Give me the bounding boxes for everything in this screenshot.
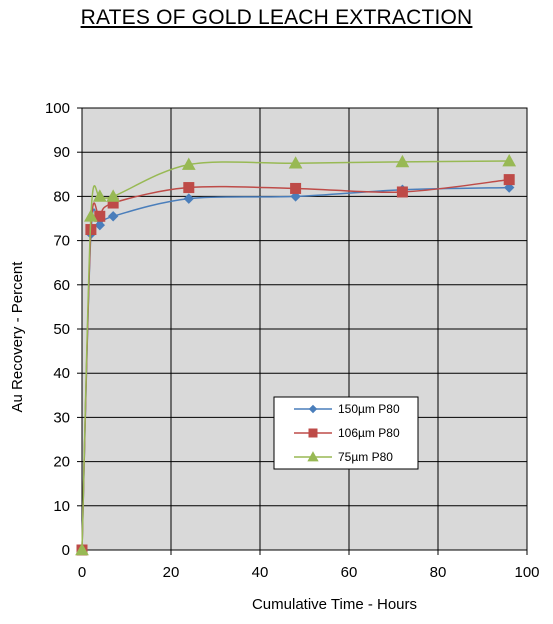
y-tick-label: 60 <box>53 277 70 294</box>
data-point-triangle <box>92 189 107 202</box>
y-tick-label: 50 <box>53 321 70 338</box>
y-tick-label: 30 <box>53 409 70 426</box>
legend-item: 75µm P80 <box>294 450 393 464</box>
x-tick-label: 100 <box>514 564 539 581</box>
legend-item: 150µm P80 <box>294 402 400 416</box>
x-tick-label: 60 <box>341 564 358 581</box>
series-3 <box>75 154 517 556</box>
x-tick-label: 20 <box>163 564 180 581</box>
legend-label: 106µm P80 <box>338 426 400 440</box>
y-axis-label: Au Recovery - Percent <box>9 261 26 413</box>
series-layer <box>75 154 517 556</box>
legend-label: 75µm P80 <box>338 450 393 464</box>
chart-title: RATES OF GOLD LEACH EXTRACTION <box>80 6 473 29</box>
legend: 150µm P80 106µm P80 75µm P80 <box>273 396 419 470</box>
x-tick-label: 40 <box>252 564 269 581</box>
y-tick-label: 70 <box>53 233 70 250</box>
data-point-diamond <box>290 191 301 202</box>
y-tick-label: 10 <box>53 498 70 515</box>
x-tick-label: 80 <box>430 564 447 581</box>
tick-labels: 0 10 20 30 40 50 60 70 80 90 100 0 20 40 60 80 100 <box>45 100 540 581</box>
legend-item: 106µm P80 <box>294 426 400 440</box>
y-tick-label: 20 <box>53 454 70 471</box>
legend-label: 150µm P80 <box>338 402 400 416</box>
data-point-diamond <box>503 182 515 193</box>
y-tick-label: 0 <box>62 542 70 559</box>
data-point-triangle <box>502 154 517 167</box>
data-point-triangle <box>307 451 319 462</box>
x-tick-label: 0 <box>78 564 86 581</box>
data-point-triangle <box>106 189 120 202</box>
y-tick-label: 80 <box>53 188 70 205</box>
data-point-square <box>308 428 318 438</box>
y-tick-label: 100 <box>45 100 70 117</box>
y-tick-label: 40 <box>53 365 70 382</box>
data-point-diamond <box>94 219 106 231</box>
y-tick-label: 90 <box>53 144 70 161</box>
data-point-triangle <box>75 542 89 556</box>
data-point-square <box>396 186 408 198</box>
data-point-triangle <box>395 154 410 168</box>
data-point-diamond <box>107 211 119 222</box>
data-point-square <box>503 174 515 186</box>
x-axis-label: Cumulative Time - Hours <box>252 596 417 613</box>
data-point-diamond <box>183 193 195 204</box>
data-point-triangle <box>84 209 98 222</box>
data-point-triangle <box>288 156 303 169</box>
data-point-square <box>290 182 302 194</box>
data-point-diamond <box>308 404 318 414</box>
data-point-triangle <box>181 157 196 170</box>
series-line <box>81 160 510 551</box>
data-point-square <box>183 182 195 194</box>
